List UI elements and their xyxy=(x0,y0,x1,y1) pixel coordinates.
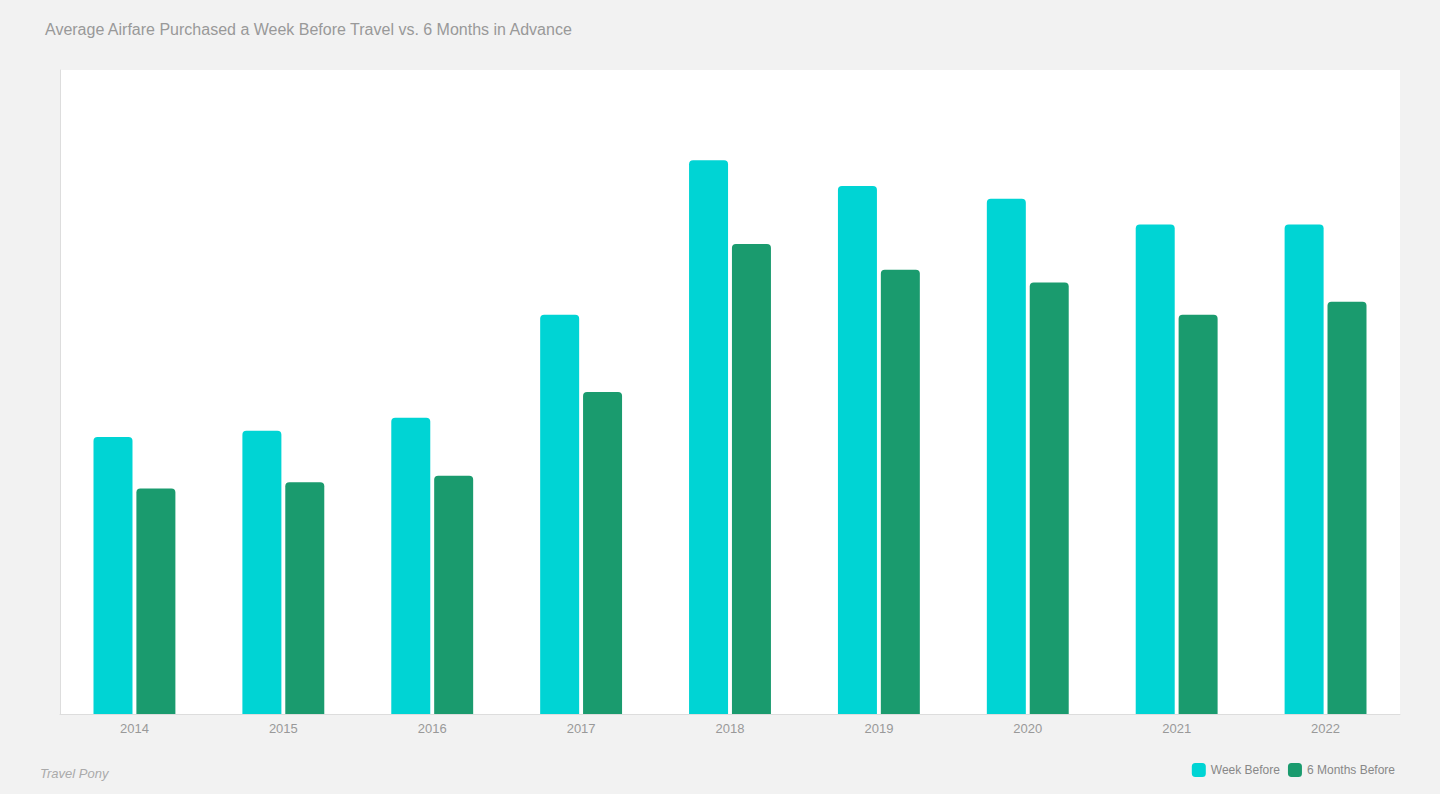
svg-text:Travel Pony: Travel Pony xyxy=(40,766,110,781)
svg-text:2022: 2022 xyxy=(1311,721,1340,736)
svg-text:2016: 2016 xyxy=(418,721,447,736)
svg-text:2019: 2019 xyxy=(864,721,893,736)
svg-text:2014: 2014 xyxy=(120,721,149,736)
svg-text:6 Months Before: 6 Months Before xyxy=(1307,763,1395,777)
svg-text:2021: 2021 xyxy=(1162,721,1191,736)
svg-text:Week Before: Week Before xyxy=(1211,763,1280,777)
svg-text:2020: 2020 xyxy=(1013,721,1042,736)
svg-text:2017: 2017 xyxy=(567,721,596,736)
svg-text:2018: 2018 xyxy=(716,721,745,736)
svg-text:2015: 2015 xyxy=(269,721,298,736)
svg-text:Average Airfare Purchased a We: Average Airfare Purchased a Week Before … xyxy=(45,21,572,38)
